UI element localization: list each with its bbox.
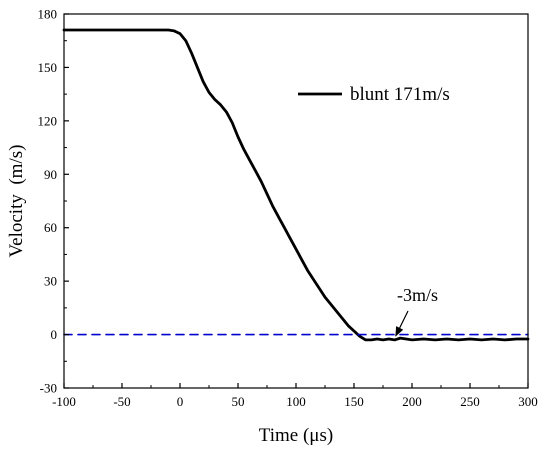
x-tick-label: 0 <box>177 394 184 409</box>
plot-frame <box>63 13 529 389</box>
x-tick-label: -50 <box>113 394 130 409</box>
x-tick-label: -100 <box>52 394 76 409</box>
y-tick-label: 180 <box>38 7 58 22</box>
y-tick-label: -30 <box>40 381 57 396</box>
y-tick-label: 150 <box>38 60 58 75</box>
x-tick-label: 300 <box>518 394 538 409</box>
y-axis-title: Velocity (m/s) <box>6 145 27 258</box>
annotation-arrow <box>395 310 409 337</box>
annotation-label: -3m/s <box>397 285 438 305</box>
legend-label: blunt 171m/s <box>350 84 450 105</box>
x-tick-label: 100 <box>286 394 306 409</box>
x-axis-title: Time (μs) <box>259 425 333 446</box>
y-tick-label: 120 <box>38 113 58 128</box>
x-tick-label: 200 <box>402 394 422 409</box>
y-tick-label: 90 <box>44 167 57 182</box>
x-tick-label: 250 <box>460 394 480 409</box>
y-tick-label: 0 <box>51 327 58 342</box>
x-tick-label: 150 <box>344 394 364 409</box>
y-tick-label: 30 <box>44 274 57 289</box>
series-line-0 <box>62 28 530 342</box>
x-tick-label: 50 <box>232 394 245 409</box>
y-tick-label: 60 <box>44 220 57 235</box>
